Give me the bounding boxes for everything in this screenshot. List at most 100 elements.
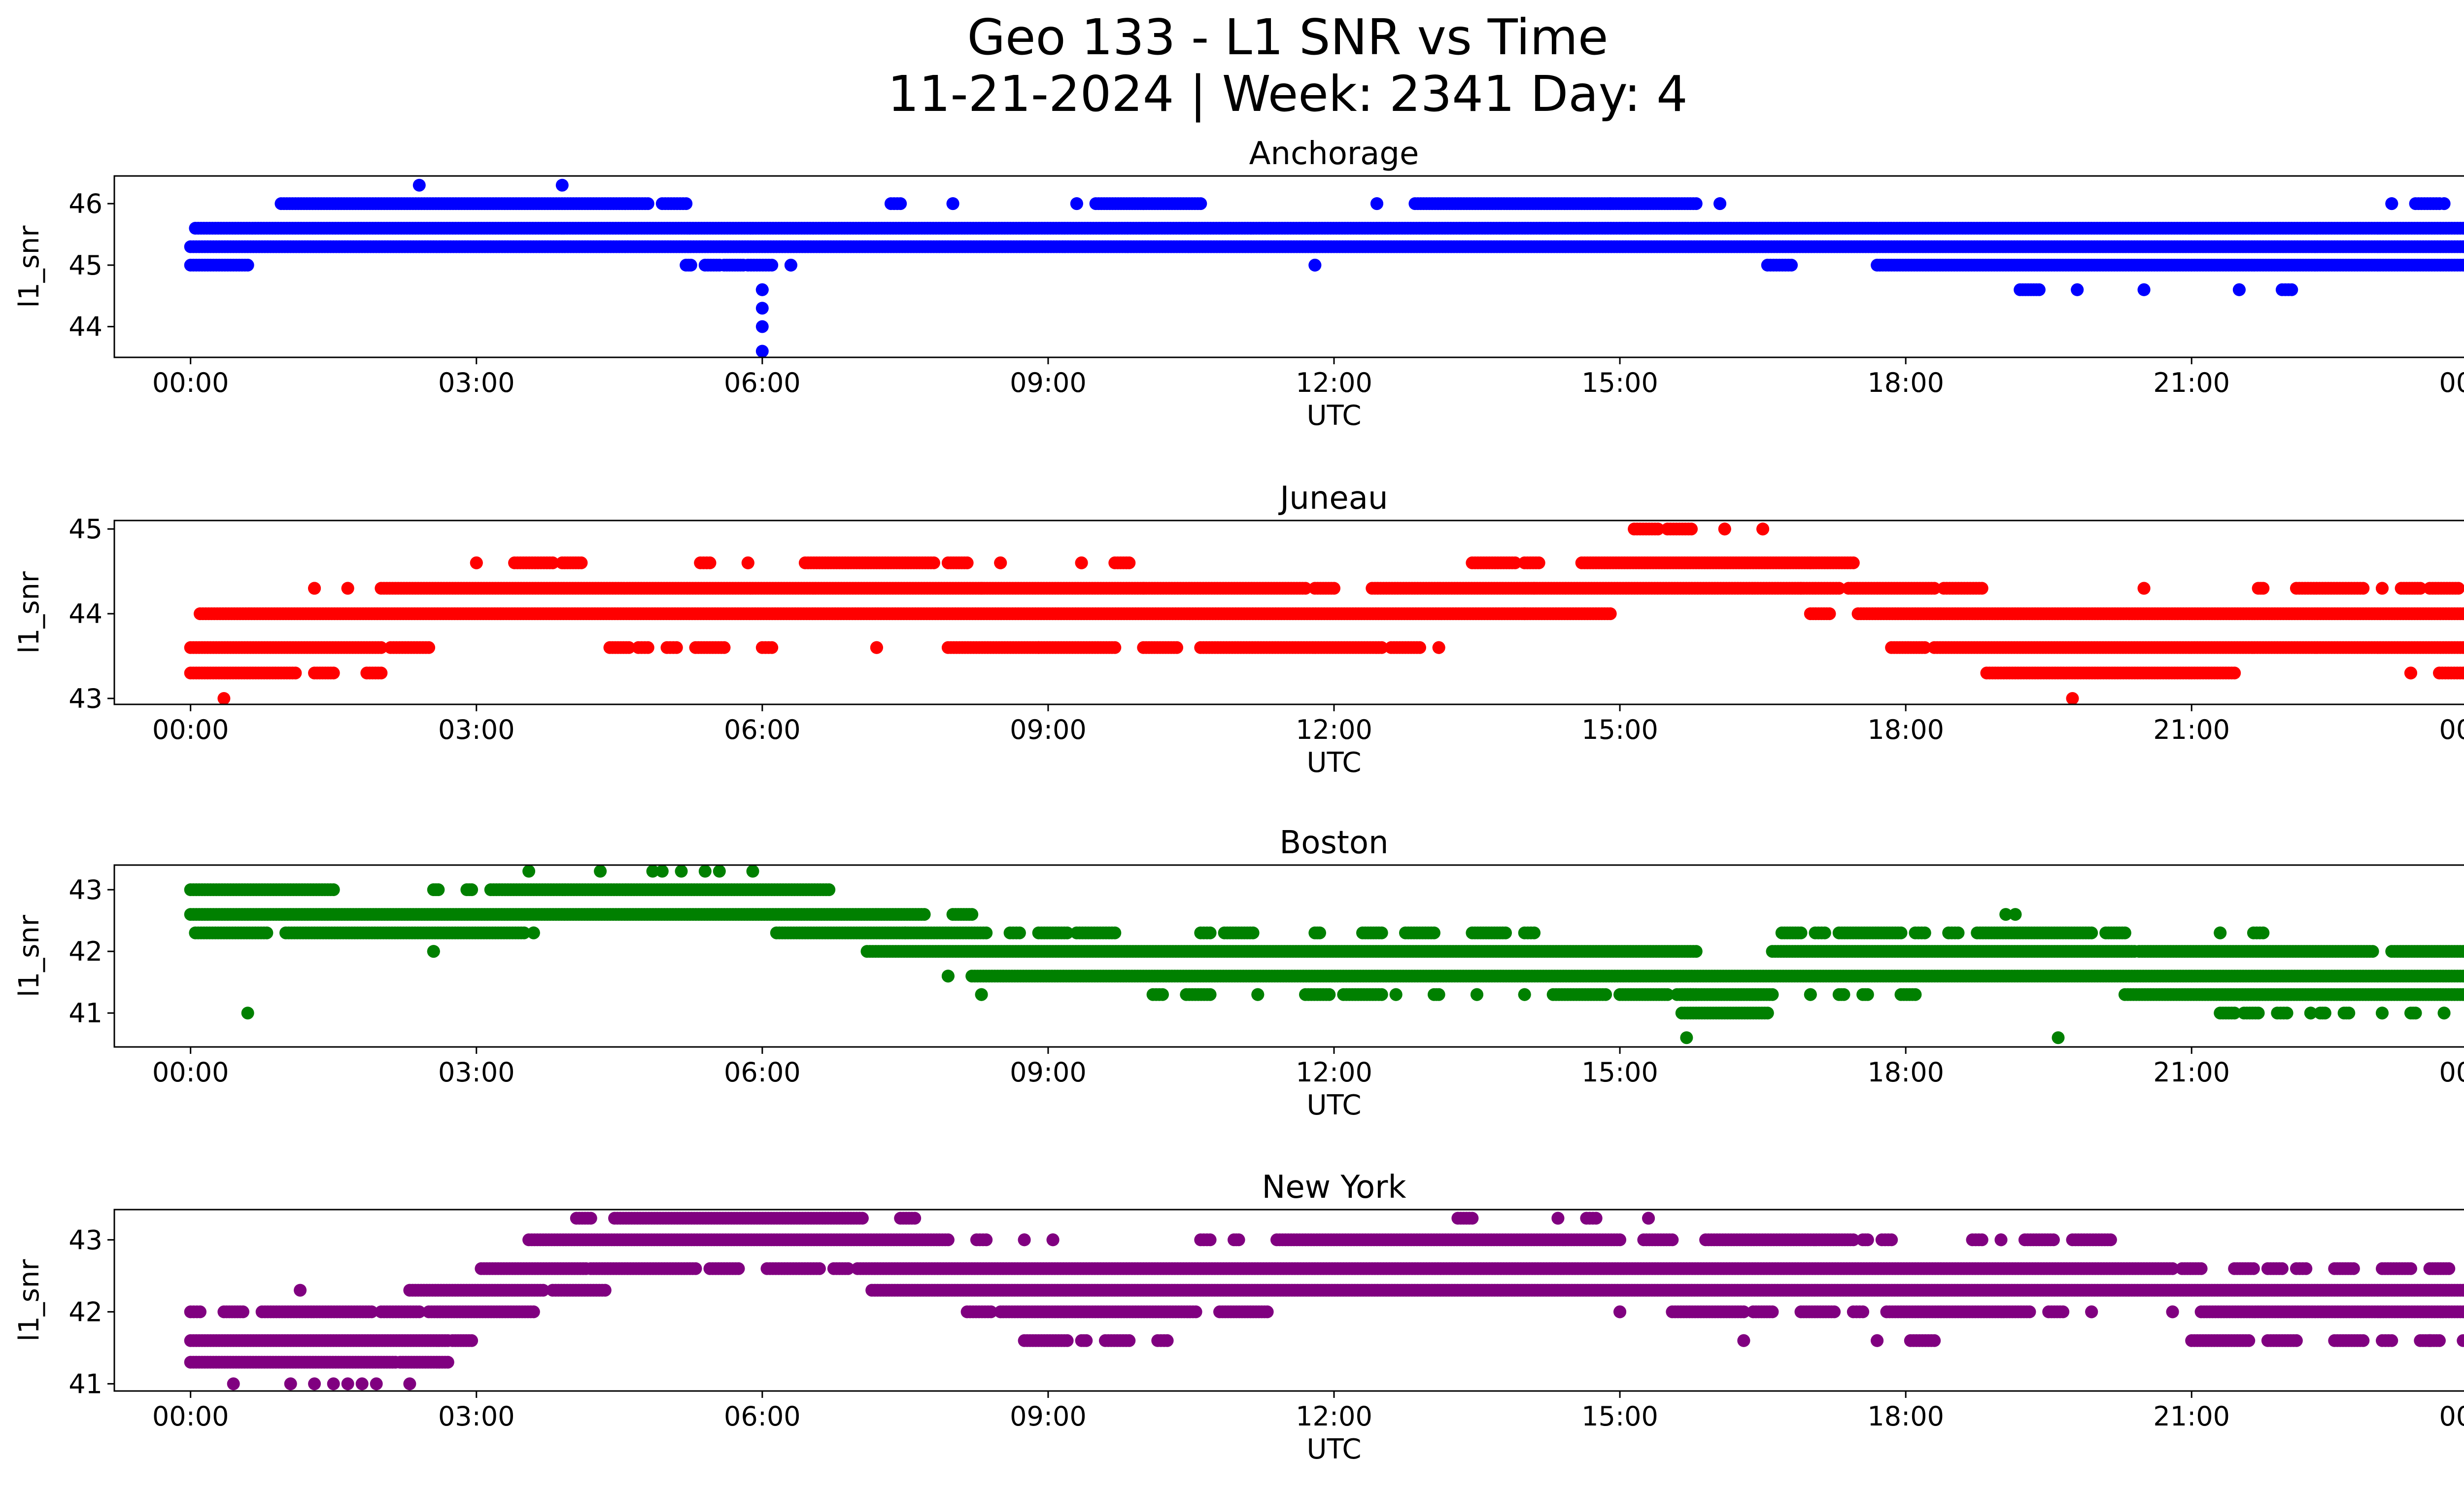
anchorage-x-tick-label: 00:00 [152, 367, 229, 398]
anchorage-point [2462, 224, 2464, 233]
anchorage-point [2032, 283, 2046, 296]
juneau-point [1532, 556, 1545, 569]
anchorage-point [2137, 283, 2151, 296]
anchorage-point [2385, 197, 2398, 210]
juneau-point [2228, 666, 2241, 680]
juneau-point [1170, 641, 1183, 654]
boston-point [517, 926, 531, 939]
anchorage-point [1194, 197, 1207, 210]
juneau-point [217, 692, 231, 704]
juneau-point [1123, 556, 1136, 569]
juneau-point [2462, 609, 2464, 618]
juneau-point [1847, 556, 1860, 569]
juneau-point [546, 556, 559, 569]
anchorage-point [765, 258, 779, 272]
anchorage-point [2232, 283, 2246, 296]
juneau-point [641, 641, 654, 654]
anchorage-point [2460, 241, 2464, 253]
anchorage-point [2437, 197, 2451, 210]
anchorage-point [2462, 261, 2464, 270]
figure-title-line2: 11-21-2024 | Week: 2341 Day: 4 [888, 65, 1687, 123]
juneau-point [960, 556, 974, 569]
anchorage-x-tick-label: 18:00 [1867, 367, 1944, 398]
anchorage-point [1785, 258, 1798, 272]
juneau-point [2357, 582, 2370, 595]
anchorage-point [1308, 258, 1322, 272]
boston-point [965, 908, 979, 921]
juneau-scatter-series [184, 522, 2464, 704]
boston-scatter-series [184, 865, 2464, 1044]
juneau-point [1375, 641, 1388, 654]
juneau-point [1108, 641, 1122, 654]
anchorage-scatter-series [184, 178, 2464, 357]
juneau-point [1432, 641, 1445, 654]
anchorage-point [1713, 197, 1727, 210]
juneau-point [1928, 582, 1941, 595]
juneau-point [308, 582, 321, 595]
boston-point [465, 883, 479, 896]
juneau-point [2376, 582, 2389, 595]
anchorage-point [2460, 259, 2464, 272]
juneau-y-tick-label: 44 [68, 598, 103, 629]
anchorage-point [412, 178, 426, 192]
juneau-point [994, 556, 1007, 569]
juneau-point [1756, 522, 1770, 536]
anchorage-point [1370, 197, 1383, 210]
anchorage-y-tick-label: 45 [68, 250, 103, 281]
anchorage-point [2071, 283, 2084, 296]
boston-title: Boston [1279, 825, 1388, 861]
juneau-point [718, 641, 731, 654]
juneau-point [1299, 582, 1312, 595]
juneau-point [1685, 522, 1698, 536]
juneau-point [1328, 582, 1340, 595]
juneau-point [670, 641, 683, 654]
juneau-point [327, 666, 340, 680]
anchorage-x-axis-label: UTC [1306, 400, 1361, 432]
anchorage-point [755, 345, 769, 357]
juneau-x-tick-label: 09:00 [1010, 714, 1087, 745]
anchorage-point [555, 178, 569, 192]
anchorage-title: Anchorage [1249, 136, 1419, 172]
anchorage-x-tick-label: 15:00 [1581, 367, 1658, 398]
juneau-point [2460, 641, 2464, 654]
juneau-point [289, 666, 302, 680]
juneau-point [1975, 582, 1988, 595]
boston-point [327, 883, 340, 896]
juneau-point [1718, 522, 1731, 536]
anchorage-y-axis-label: l1_snr [13, 225, 45, 308]
boston-point [260, 926, 274, 939]
juneau-point [741, 556, 754, 569]
anchorage-point [2460, 222, 2464, 235]
boston-point [432, 883, 445, 896]
anchorage-point [755, 302, 769, 315]
juneau-point [2066, 692, 2079, 704]
anchorage-point [1689, 197, 1703, 210]
anchorage-point [755, 320, 769, 333]
anchorage-y-tick-label: 44 [68, 312, 103, 343]
anchorage-x-tick-label: 09:00 [1010, 367, 1087, 398]
juneau-point [341, 582, 354, 595]
anchorage-point [755, 283, 769, 296]
juneau-point [1508, 556, 1522, 569]
anchorage-x-tick-label: 03:00 [438, 367, 515, 398]
juneau-point [2404, 666, 2417, 680]
anchorage-point [241, 258, 254, 272]
anchorage-x-tick-label: 21:00 [2153, 367, 2230, 398]
boston-point [918, 908, 931, 921]
juneau-point [375, 641, 388, 654]
juneau-x-tick-label: 21:00 [2153, 714, 2230, 745]
juneau-point [927, 556, 940, 569]
juneau-point [1823, 607, 1836, 621]
juneau-point [2460, 607, 2464, 620]
juneau-point [1918, 641, 1931, 654]
juneau-point [1413, 641, 1426, 654]
juneau-x-tick-label: 00:00 [2439, 714, 2464, 745]
anchorage-x-tick-label: 06:00 [724, 367, 801, 398]
anchorage-x-tick-label: 00:00 [2439, 367, 2464, 398]
anchorage-point [2462, 243, 2464, 251]
anchorage-point [680, 197, 693, 210]
